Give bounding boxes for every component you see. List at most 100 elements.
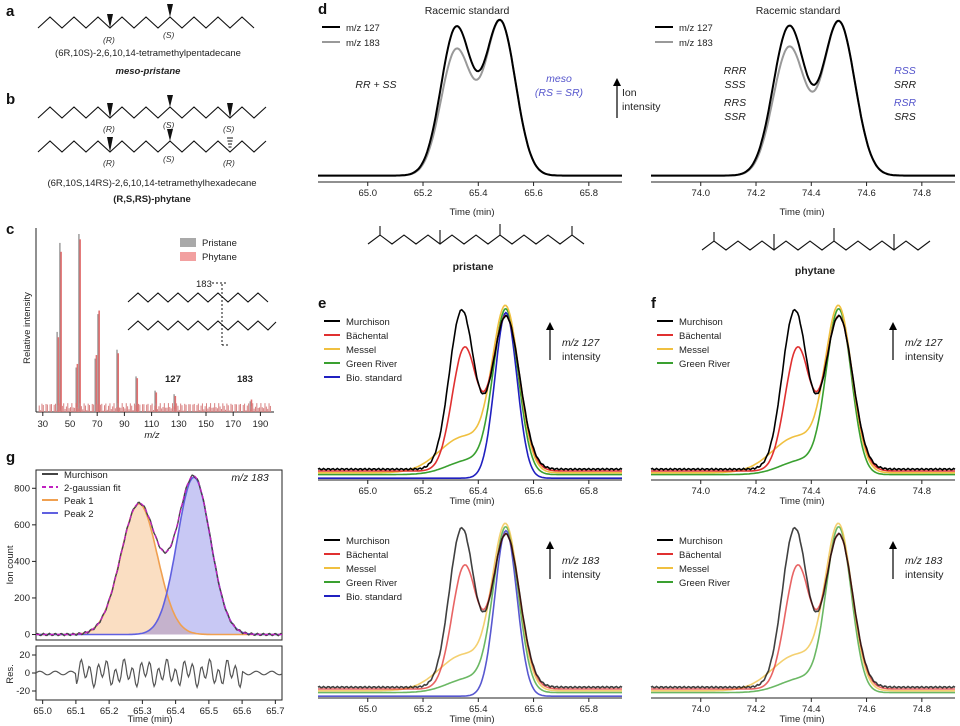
legend-label: Murchison: [679, 317, 723, 328]
e-top-legend: Murchison Bächental Messel Green River Bio. …: [324, 317, 402, 384]
x-tick-label: 65.0: [358, 188, 377, 199]
c-minor-bar: [234, 404, 236, 412]
x-tick-label: 74.2: [747, 704, 766, 715]
c-minor-bar: [238, 404, 240, 412]
stereo-sss: SSS: [724, 79, 745, 91]
stereo-label: (R): [103, 35, 115, 45]
series-murchison: [650, 308, 956, 471]
g-x-tick-label: 65.3: [133, 706, 152, 717]
res-y-tick-label: -20: [16, 686, 30, 697]
wedge-icon: [107, 137, 113, 152]
c-minor-bar: [114, 408, 116, 412]
res-y-tick-label: 0: [25, 668, 30, 679]
c-minor-bar: [231, 404, 233, 412]
d-left-chromatogram: 65.0 65.2 65.4 65.6 65.8: [318, 18, 622, 199]
pristane-iupac-name: (6R,10S)-2,6,10,14-tetramethylpentadecan…: [55, 48, 241, 59]
c-minor-bar: [263, 408, 265, 412]
stereo-rsr: RSR: [894, 97, 917, 109]
c-minor-bar: [136, 410, 138, 412]
legend-label: Messel: [346, 564, 376, 575]
c-bar-phytane: [98, 310, 100, 412]
g-x-tick-label: 65.6: [233, 706, 252, 717]
c-minor-bar: [86, 410, 88, 412]
series-bio-standard: [318, 311, 622, 479]
c-minor-bar: [230, 403, 232, 412]
c-minor-bar: [165, 407, 167, 412]
c-minor-bar: [64, 408, 66, 412]
stereo-label: (R): [103, 158, 115, 168]
panel-label-a: a: [6, 3, 15, 20]
c-minor-bar: [120, 407, 122, 412]
c-minor-bar: [152, 409, 154, 412]
g-legend: Murchison 2-gaussian fit Peak 1 Peak 2: [42, 470, 121, 520]
c-minor-bar: [220, 408, 222, 412]
c-minor-bar: [78, 408, 80, 412]
g-xlabel: Time (min): [127, 714, 172, 725]
wedge-icon: [167, 95, 173, 107]
c-bar-pristane: [75, 367, 77, 412]
c-minor-bar: [123, 406, 125, 412]
phytane-structure-small: [701, 228, 931, 251]
panel-label-f: f: [651, 295, 657, 312]
g-title: m/z 183: [231, 472, 269, 484]
c-minor-bar: [180, 403, 182, 412]
f-top-legend: Murchison Bächental Messel Green River: [657, 317, 730, 370]
c-minor-bar: [95, 404, 97, 412]
e-top-intensity: intensity: [562, 351, 601, 363]
c-minor-bar: [118, 407, 120, 412]
meso-label: meso: [546, 73, 572, 85]
c-bar-phytane: [155, 392, 158, 412]
c-minor-bar: [244, 403, 246, 412]
c-minor-bar: [204, 406, 206, 412]
series-bachental: [318, 314, 622, 472]
c-minor-bar: [259, 407, 261, 412]
c-minor-bar: [166, 407, 168, 412]
x-tick-label: 65.4: [469, 704, 488, 715]
c-minor-bar: [201, 403, 203, 412]
c-minor-bar: [267, 408, 269, 412]
e-top-xlabel: Time (min): [449, 496, 494, 507]
f-top-xlabel: Time (min): [779, 496, 824, 507]
c-minor-bar: [150, 405, 152, 412]
ion-label: Ion: [622, 87, 637, 99]
d-left-xlabel: Time (min): [449, 207, 494, 218]
x-tick-label: 65.6: [524, 486, 543, 497]
c-minor-bar: [245, 410, 247, 412]
legend-label: Messel: [679, 564, 709, 575]
c-minor-bar: [246, 405, 248, 412]
f-bottom-chromatogram: 74.0 74.2 74.4 74.6 74.8: [650, 522, 956, 715]
g-reslabel: Res.: [5, 664, 16, 684]
c-minor-bar: [218, 403, 220, 412]
series-messel: [651, 304, 955, 474]
c-minor-bar: [169, 407, 171, 412]
x-tick-label: 65.8: [580, 486, 599, 497]
c-minor-bar: [227, 405, 229, 412]
c-minor-bar: [49, 404, 51, 412]
peak1-area: [36, 503, 282, 635]
e-bottom-intensity: intensity: [562, 569, 601, 581]
series-murchison: [317, 308, 623, 471]
c-minor-bar: [216, 408, 218, 412]
c-minor-bar: [229, 410, 231, 412]
c-x-tick-label: 150: [198, 419, 214, 430]
c-bar-phytane: [136, 378, 139, 412]
c-minor-bar: [67, 403, 69, 412]
c-minor-bar: [184, 403, 186, 412]
c-minor-bar: [211, 407, 213, 412]
wedge-icon: [107, 14, 113, 28]
c-minor-bar: [41, 403, 43, 412]
x-tick-label: 65.8: [580, 704, 599, 715]
c-minor-bar: [208, 406, 210, 412]
c-minor-bar: [225, 409, 227, 412]
c-minor-bar: [253, 408, 255, 412]
legend-label: Green River: [679, 359, 730, 370]
c-minor-bar: [157, 409, 159, 412]
legend-label: Green River: [346, 359, 397, 370]
series-bachental: [318, 532, 622, 690]
c-minor-bar: [61, 405, 63, 412]
gaussian-fit-chart: 0 200 400 600 800 -20 0 20 65.0 65.1 65.2 65.3 65.4 6…: [14, 469, 285, 717]
c-minor-bar: [50, 404, 52, 412]
wedge-icon: [227, 103, 233, 118]
series-messel: [651, 522, 955, 692]
c-minor-bar: [89, 405, 91, 412]
